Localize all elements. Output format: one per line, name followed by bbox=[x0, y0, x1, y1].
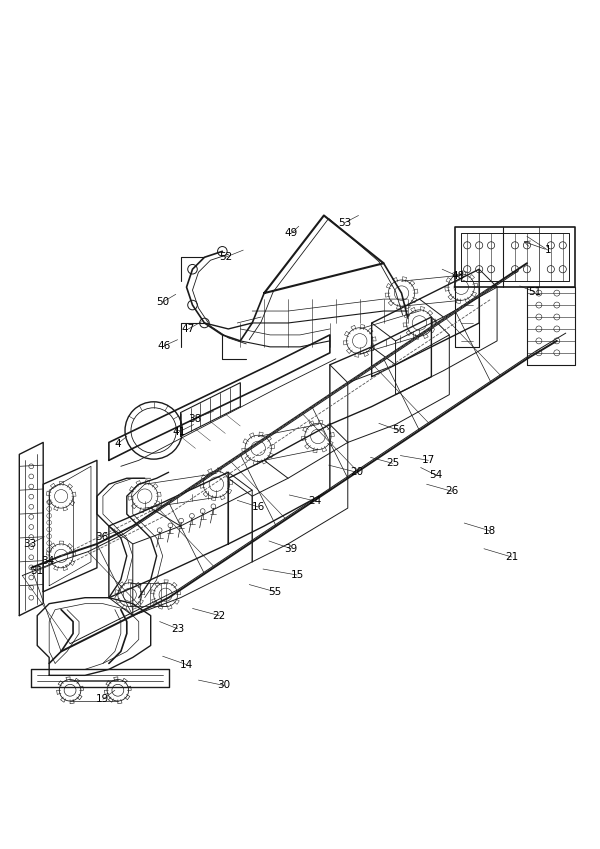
Circle shape bbox=[125, 402, 182, 459]
Text: 36: 36 bbox=[95, 531, 109, 542]
Circle shape bbox=[476, 266, 483, 273]
Text: 56: 56 bbox=[392, 425, 405, 436]
Circle shape bbox=[554, 326, 560, 332]
Circle shape bbox=[200, 318, 209, 328]
Text: 25: 25 bbox=[386, 458, 399, 469]
Circle shape bbox=[547, 266, 554, 273]
Circle shape bbox=[112, 684, 124, 696]
Circle shape bbox=[305, 424, 331, 450]
Circle shape bbox=[347, 328, 373, 354]
Circle shape bbox=[406, 310, 433, 336]
Circle shape bbox=[523, 266, 530, 273]
Circle shape bbox=[464, 242, 471, 249]
Text: 50: 50 bbox=[156, 297, 169, 307]
Text: 30: 30 bbox=[218, 681, 231, 690]
Circle shape bbox=[218, 246, 227, 256]
Circle shape bbox=[64, 684, 76, 696]
Circle shape bbox=[554, 338, 560, 344]
Circle shape bbox=[547, 242, 554, 249]
Text: 34: 34 bbox=[41, 555, 55, 565]
Circle shape bbox=[488, 266, 494, 273]
Text: 23: 23 bbox=[171, 624, 184, 633]
Text: 21: 21 bbox=[505, 552, 518, 562]
Circle shape bbox=[536, 302, 542, 308]
Text: 47: 47 bbox=[182, 324, 195, 334]
Circle shape bbox=[131, 483, 158, 509]
Text: 49: 49 bbox=[284, 228, 298, 239]
Circle shape bbox=[188, 301, 197, 310]
Text: 55: 55 bbox=[268, 587, 281, 597]
Circle shape bbox=[394, 286, 409, 301]
Circle shape bbox=[559, 266, 566, 273]
Text: 15: 15 bbox=[290, 570, 304, 580]
Text: 26: 26 bbox=[446, 486, 459, 497]
Circle shape bbox=[352, 334, 367, 348]
Circle shape bbox=[251, 441, 265, 456]
Text: 54: 54 bbox=[430, 470, 443, 481]
Circle shape bbox=[245, 436, 271, 462]
Circle shape bbox=[59, 679, 81, 701]
Text: 39: 39 bbox=[284, 543, 298, 554]
Circle shape bbox=[412, 316, 427, 330]
Circle shape bbox=[159, 588, 172, 601]
Circle shape bbox=[559, 242, 566, 249]
Text: 1: 1 bbox=[545, 245, 551, 255]
Text: 22: 22 bbox=[213, 610, 226, 621]
Circle shape bbox=[554, 290, 560, 296]
Circle shape bbox=[454, 280, 469, 295]
Circle shape bbox=[536, 290, 542, 296]
Text: 38: 38 bbox=[188, 413, 201, 424]
Circle shape bbox=[511, 242, 518, 249]
Circle shape bbox=[49, 544, 73, 568]
Text: 17: 17 bbox=[422, 455, 435, 465]
Text: 14: 14 bbox=[180, 660, 193, 670]
Circle shape bbox=[536, 350, 542, 356]
Circle shape bbox=[488, 242, 494, 249]
Circle shape bbox=[554, 350, 560, 356]
Text: 51: 51 bbox=[528, 287, 541, 297]
Circle shape bbox=[203, 471, 230, 498]
Circle shape bbox=[536, 326, 542, 332]
Circle shape bbox=[388, 280, 415, 306]
Circle shape bbox=[188, 264, 197, 274]
Text: 24: 24 bbox=[308, 496, 322, 506]
Circle shape bbox=[523, 242, 530, 249]
Circle shape bbox=[123, 588, 136, 601]
Text: 53: 53 bbox=[338, 217, 352, 228]
Circle shape bbox=[536, 314, 542, 320]
Circle shape bbox=[49, 484, 73, 508]
Text: 41: 41 bbox=[173, 427, 186, 436]
Text: 46: 46 bbox=[158, 340, 171, 351]
Circle shape bbox=[476, 242, 483, 249]
Circle shape bbox=[536, 338, 542, 344]
Circle shape bbox=[118, 582, 142, 607]
Circle shape bbox=[55, 490, 68, 503]
Text: 19: 19 bbox=[96, 694, 110, 704]
Circle shape bbox=[154, 582, 178, 607]
Text: 52: 52 bbox=[219, 252, 232, 262]
Circle shape bbox=[511, 266, 518, 273]
Text: 33: 33 bbox=[23, 539, 37, 549]
Circle shape bbox=[311, 430, 325, 444]
Circle shape bbox=[55, 549, 68, 562]
Text: 16: 16 bbox=[251, 502, 265, 512]
Text: 48: 48 bbox=[452, 272, 465, 281]
Circle shape bbox=[209, 477, 224, 492]
Circle shape bbox=[464, 266, 471, 273]
Circle shape bbox=[448, 274, 475, 301]
Text: 18: 18 bbox=[483, 526, 497, 536]
Text: 20: 20 bbox=[350, 467, 363, 477]
Circle shape bbox=[554, 314, 560, 320]
Circle shape bbox=[107, 679, 128, 701]
Text: 31: 31 bbox=[31, 565, 44, 576]
Circle shape bbox=[554, 302, 560, 308]
Text: 4: 4 bbox=[115, 439, 121, 448]
Circle shape bbox=[137, 489, 152, 503]
